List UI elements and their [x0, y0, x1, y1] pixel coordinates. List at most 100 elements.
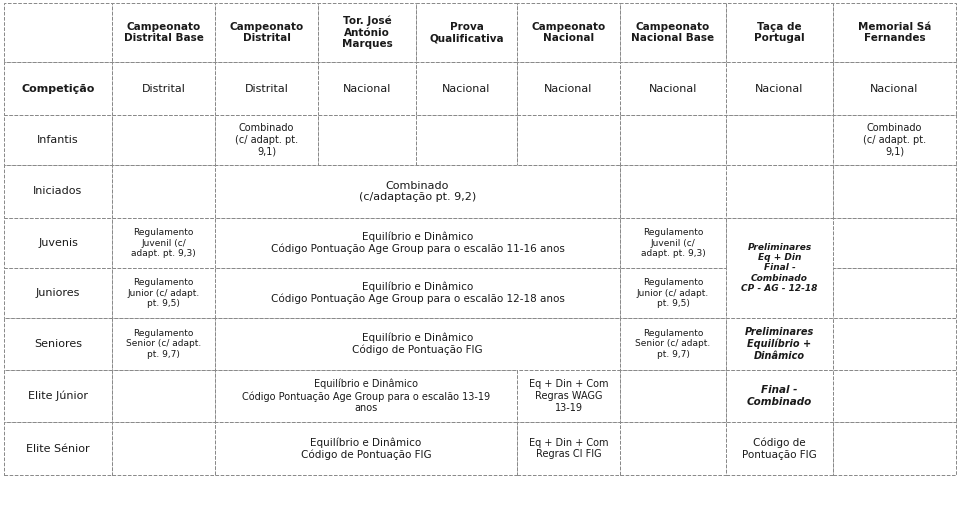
Bar — [517, 422, 620, 475]
Text: Nacional: Nacional — [443, 83, 491, 93]
Text: Campeonato
Nacional: Campeonato Nacional — [532, 22, 606, 43]
Bar — [620, 422, 726, 475]
Text: Iniciados: Iniciados — [34, 186, 83, 196]
Text: Equilíbrio e Dinâmico
Código de Pontuação FIG: Equilíbrio e Dinâmico Código de Pontuaçã… — [300, 437, 431, 460]
Bar — [620, 370, 726, 422]
Text: Preliminares
Eq + Din
Final -
Combinado
CP - AG - 12-18: Preliminares Eq + Din Final - Combinado … — [741, 243, 818, 293]
Text: Preliminares
Equilíbrio +
Dinâmico: Preliminares Equilíbrio + Dinâmico — [745, 327, 814, 361]
Bar — [4, 422, 112, 475]
Bar — [318, 62, 416, 115]
Bar — [112, 268, 215, 318]
Bar — [112, 165, 215, 218]
Bar — [726, 318, 833, 370]
Bar — [517, 62, 620, 115]
Bar — [726, 218, 833, 318]
Bar — [833, 165, 956, 218]
Bar — [726, 62, 833, 115]
Text: Campeonato
Distrital: Campeonato Distrital — [229, 22, 303, 43]
Bar — [833, 422, 956, 475]
Bar — [833, 3, 956, 62]
Bar — [318, 115, 416, 165]
Text: Tor. José
António
Marques: Tor. José António Marques — [342, 16, 393, 49]
Text: Taça de
Portugal: Taça de Portugal — [755, 22, 804, 43]
Bar — [416, 115, 517, 165]
Bar — [620, 318, 726, 370]
Bar — [215, 422, 517, 475]
Text: Equilíbrio e Dinâmico
Código Pontuação Age Group para o escalão 13-19
anos: Equilíbrio e Dinâmico Código Pontuação A… — [242, 379, 490, 413]
Bar — [517, 3, 620, 62]
Bar — [215, 268, 620, 318]
Bar — [726, 370, 833, 422]
Text: Nacional: Nacional — [343, 83, 391, 93]
Text: Memorial Sá
Fernandes: Memorial Sá Fernandes — [858, 22, 931, 43]
Bar — [112, 422, 215, 475]
Text: Equilíbrio e Dinâmico
Código de Pontuação FIG: Equilíbrio e Dinâmico Código de Pontuaçã… — [352, 333, 483, 355]
Text: Final -
Combinado: Final - Combinado — [747, 385, 812, 407]
Text: Eq + Din + Com
Regras WAGG
13-19: Eq + Din + Com Regras WAGG 13-19 — [529, 380, 609, 412]
Bar — [833, 218, 956, 268]
Bar — [215, 115, 318, 165]
Bar — [215, 318, 620, 370]
Bar — [4, 268, 112, 318]
Text: Juniores: Juniores — [36, 288, 81, 298]
Text: Campeonato
Distrital Base: Campeonato Distrital Base — [124, 22, 204, 43]
Bar — [620, 62, 726, 115]
Text: Eq + Din + Com
Regras CI FIG: Eq + Din + Com Regras CI FIG — [529, 438, 609, 459]
Text: Código de
Pontuação FIG: Código de Pontuação FIG — [742, 438, 817, 459]
Bar — [215, 3, 318, 62]
Bar — [4, 3, 112, 62]
Text: Distrital: Distrital — [245, 83, 288, 93]
Text: Juvenis: Juvenis — [38, 238, 78, 248]
Bar — [4, 218, 112, 268]
Text: Regulamento
Senior (c/ adapt.
pt. 9,7): Regulamento Senior (c/ adapt. pt. 9,7) — [126, 329, 202, 359]
Bar — [416, 3, 517, 62]
Bar — [416, 62, 517, 115]
Text: Competição: Competição — [21, 83, 95, 93]
Bar — [726, 115, 833, 165]
Text: Infantis: Infantis — [37, 135, 79, 145]
Bar — [833, 62, 956, 115]
Text: Equilíbrio e Dinâmico
Código Pontuação Age Group para o escalão 12-18 anos: Equilíbrio e Dinâmico Código Pontuação A… — [271, 281, 564, 304]
Text: Combinado
(c/adaptação pt. 9,2): Combinado (c/adaptação pt. 9,2) — [359, 181, 476, 202]
Bar — [4, 165, 112, 218]
Bar — [112, 370, 215, 422]
Bar — [620, 3, 726, 62]
Text: Nacional: Nacional — [756, 83, 804, 93]
Bar — [318, 3, 416, 62]
Bar — [726, 422, 833, 475]
Text: Elite Júnior: Elite Júnior — [28, 391, 88, 401]
Bar — [4, 370, 112, 422]
Text: Regulamento
Senior (c/ adapt.
pt. 9,7): Regulamento Senior (c/ adapt. pt. 9,7) — [636, 329, 710, 359]
Text: Distrital: Distrital — [141, 83, 185, 93]
Bar — [833, 115, 956, 165]
Bar — [517, 115, 620, 165]
Bar — [620, 165, 726, 218]
Text: Campeonato
Nacional Base: Campeonato Nacional Base — [632, 22, 714, 43]
Bar — [726, 165, 833, 218]
Bar — [112, 218, 215, 268]
Bar — [833, 318, 956, 370]
Text: Prova
Qualificativa: Prova Qualificativa — [429, 22, 504, 43]
Bar — [4, 318, 112, 370]
Text: Seniores: Seniores — [34, 339, 82, 349]
Text: Equilíbrio e Dinâmico
Código Pontuação Age Group para o escalão 11-16 anos: Equilíbrio e Dinâmico Código Pontuação A… — [271, 232, 564, 254]
Text: Nacional: Nacional — [649, 83, 697, 93]
Text: Regulamento
Junior (c/ adapt.
pt. 9,5): Regulamento Junior (c/ adapt. pt. 9,5) — [128, 278, 200, 308]
Bar — [620, 115, 726, 165]
Bar — [112, 115, 215, 165]
Bar — [112, 318, 215, 370]
Bar — [833, 370, 956, 422]
Text: Nacional: Nacional — [544, 83, 592, 93]
Bar — [215, 370, 517, 422]
Text: Regulamento
Juvenil (c/
adapt. pt. 9,3): Regulamento Juvenil (c/ adapt. pt. 9,3) — [640, 228, 706, 258]
Bar — [215, 62, 318, 115]
Text: Regulamento
Juvenil (c/
adapt. pt. 9,3): Regulamento Juvenil (c/ adapt. pt. 9,3) — [132, 228, 196, 258]
Bar — [517, 370, 620, 422]
Bar — [620, 268, 726, 318]
Bar — [4, 115, 112, 165]
Bar — [4, 62, 112, 115]
Text: Combinado
(c/ adapt. pt.
9,1): Combinado (c/ adapt. pt. 9,1) — [863, 124, 926, 157]
Text: Nacional: Nacional — [871, 83, 919, 93]
Text: Elite Sénior: Elite Sénior — [26, 444, 90, 454]
Text: Combinado
(c/ adapt. pt.
9,1): Combinado (c/ adapt. pt. 9,1) — [235, 124, 298, 157]
